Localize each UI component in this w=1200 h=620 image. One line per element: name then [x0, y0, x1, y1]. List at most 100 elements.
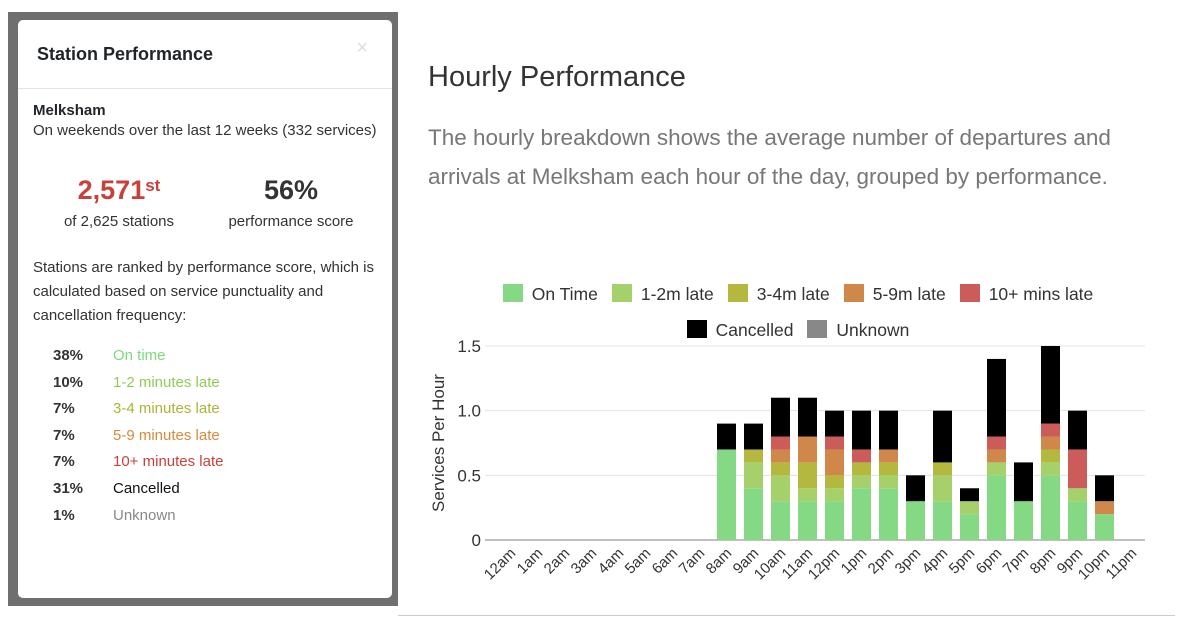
bar-segment: [744, 462, 763, 489]
breakdown-label: 5-9 minutes late: [113, 426, 220, 444]
period-subtitle: On weekends over the last 12 weeks (332 …: [33, 122, 377, 139]
x-tick-label: 10am: [751, 545, 790, 584]
bar-segment: [1068, 501, 1087, 540]
bar-segment: [1041, 475, 1060, 540]
legend-item[interactable]: On Time: [502, 276, 598, 312]
bar-segment: [933, 501, 952, 540]
bar-segment: [1041, 449, 1060, 463]
bar-segment: [798, 462, 817, 489]
bar-segment: [771, 436, 790, 450]
bar-segment: [771, 449, 790, 463]
score-stat: 56% performance score: [205, 173, 377, 230]
bar-segment: [744, 423, 763, 450]
bar-segment: [960, 488, 979, 502]
bar-segment: [987, 358, 1006, 437]
breakdown-row: 38% On time: [53, 343, 377, 370]
breakdown-row: 7% 10+ minutes late: [53, 449, 377, 476]
breakdown-label: 10+ minutes late: [113, 453, 224, 471]
legend-label: 1-2m late: [640, 284, 714, 304]
breakdown-row: 7% 5-9 minutes late: [53, 423, 377, 450]
bar-segment: [933, 462, 952, 476]
legend-item[interactable]: Unknown: [807, 312, 909, 348]
bar-segment: [1041, 462, 1060, 476]
score-label: performance score: [228, 213, 354, 230]
bar-segment: [852, 475, 871, 489]
bar-segment: [960, 514, 979, 540]
x-tick-label: 8am: [703, 545, 736, 578]
bar-segment: [879, 475, 898, 489]
x-tick-label: 4pm: [919, 545, 952, 578]
legend-label: 5-9m late: [872, 284, 946, 304]
modal-header: Station Performance ×: [18, 20, 392, 89]
breakdown-percent: 10%: [53, 373, 84, 391]
y-axis-label: Services Per Hour: [429, 374, 448, 512]
x-tick-label: 4am: [595, 545, 628, 578]
breakdown-percent: 7%: [53, 453, 75, 471]
bar-segment: [1041, 423, 1060, 437]
y-tick-label: 1.0: [457, 402, 481, 421]
legend-label: 3-4m late: [756, 284, 830, 304]
bar-segment: [1068, 449, 1087, 489]
bar-segment: [771, 475, 790, 502]
bar-segment: [798, 501, 817, 540]
bar-segment: [798, 436, 817, 463]
bar-segment: [1068, 488, 1087, 502]
rank-value: 2,571: [77, 175, 146, 205]
bar-segment: [879, 488, 898, 540]
section-title: Hourly Performance: [428, 61, 686, 93]
bar-segment: [852, 410, 871, 450]
legend-item[interactable]: 1-2m late: [611, 276, 714, 312]
x-tick-label: 5pm: [946, 545, 979, 578]
x-tick-label: 3am: [568, 545, 601, 578]
bar-segment: [933, 410, 952, 463]
bar-segment: [879, 462, 898, 476]
bar-segment: [1095, 501, 1114, 515]
breakdown-percent: 1%: [53, 506, 75, 524]
bar-segment: [798, 397, 817, 437]
x-tick-label: 10pm: [1075, 545, 1114, 584]
legend-item[interactable]: 10+ mins late: [959, 276, 1093, 312]
rank-stat: 2,571st of 2,625 stations: [33, 173, 205, 230]
station-performance-modal: Station Performance × Melksham On weeken…: [18, 20, 392, 598]
close-icon[interactable]: ×: [356, 37, 368, 59]
bar-segment: [906, 501, 925, 540]
legend-swatch: [843, 284, 864, 302]
breakdown-label: Unknown: [113, 506, 176, 524]
x-tick-label: 3pm: [892, 545, 925, 578]
divider: [398, 615, 1175, 616]
x-tick-label: 11pm: [1103, 545, 1141, 583]
legend-label: On Time: [531, 284, 598, 304]
bar-segment: [879, 449, 898, 463]
bar-segment: [1095, 475, 1114, 502]
x-tick-label: 7pm: [1000, 545, 1033, 578]
legend-item[interactable]: 3-4m late: [727, 276, 830, 312]
breakdown-percent: 7%: [53, 400, 75, 418]
performance-breakdown: 38% On time 10% 1-2 minutes late 7% 3-4 minut…: [33, 343, 377, 529]
legend-swatch: [611, 284, 632, 302]
legend-item[interactable]: Cancelled: [686, 312, 794, 348]
x-tick-label: 12am: [481, 545, 520, 584]
ranking-description: Stations are ranked by performance score…: [33, 259, 374, 324]
x-tick-label: 1pm: [838, 545, 871, 578]
legend-label: Cancelled: [715, 320, 794, 340]
x-tick-label: 6pm: [973, 545, 1006, 578]
bar-segment: [717, 449, 736, 540]
bar-segment: [744, 449, 763, 463]
bar-segment: [960, 501, 979, 515]
bar-segment: [987, 436, 1006, 450]
bar-segment: [987, 475, 1006, 540]
bar-segment: [825, 449, 844, 476]
x-tick-label: 12pm: [805, 545, 844, 584]
breakdown-percent: 38%: [53, 347, 84, 364]
legend-item[interactable]: 5-9m late: [843, 276, 946, 312]
breakdown-row: 10% 1-2 minutes late: [53, 370, 377, 397]
bar-segment: [987, 462, 1006, 476]
rank-label: of 2,625 stations: [63, 213, 175, 230]
score-value: 56%: [263, 175, 319, 205]
bar-segment: [852, 449, 871, 463]
legend-swatch: [807, 320, 828, 338]
bar-segment: [717, 423, 736, 450]
breakdown-label: On time: [113, 347, 166, 364]
section-description: The hourly breakdown shows the average n…: [428, 125, 1111, 189]
bar-segment: [825, 410, 844, 437]
